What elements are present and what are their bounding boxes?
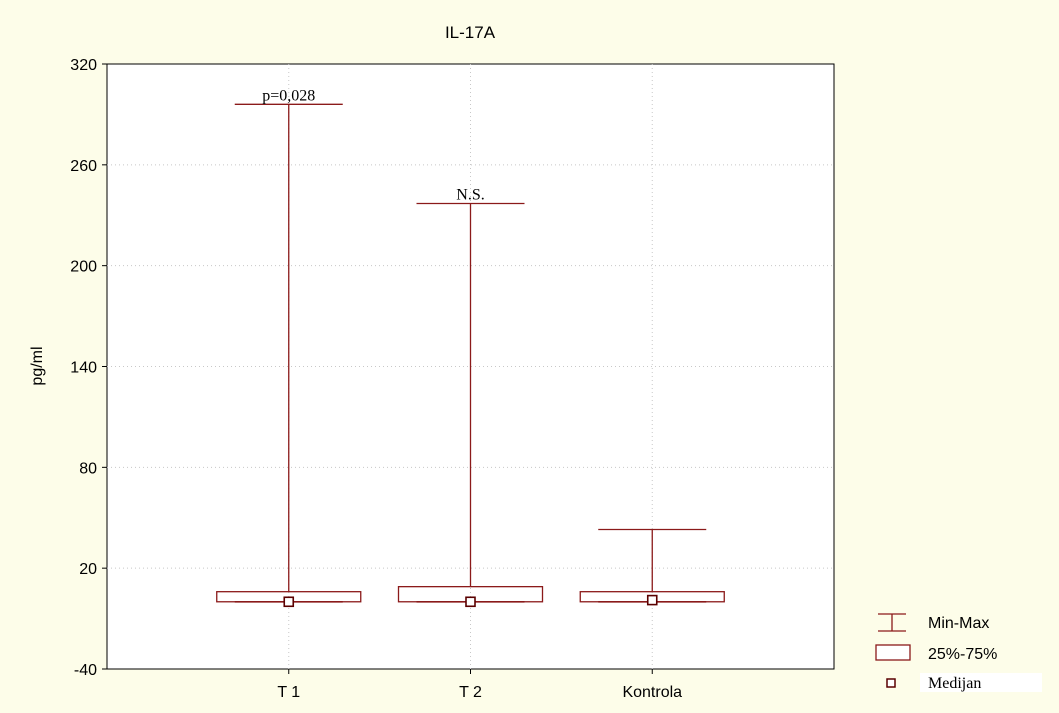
y-axis-label: pg/ml bbox=[29, 346, 46, 385]
box-annotation: p=0,028 bbox=[262, 87, 315, 104]
y-tick-label: 20 bbox=[79, 561, 97, 578]
y-tick-label: 200 bbox=[70, 259, 97, 276]
x-axis-ticks: T 1 T 2 Kontrola bbox=[277, 669, 682, 701]
legend-box-symbol bbox=[875, 644, 911, 661]
legend-minmax-symbol bbox=[878, 613, 906, 632]
median-marker bbox=[283, 596, 295, 608]
legend-median-symbol bbox=[886, 678, 896, 688]
y-tick-label: -40 bbox=[74, 662, 97, 679]
box-t-2: N.S. bbox=[397, 186, 544, 608]
y-tick-label: 80 bbox=[79, 460, 97, 477]
legend-minmax-label: Min-Max bbox=[928, 615, 989, 632]
box-t-1: p=0,028 bbox=[216, 87, 362, 608]
chart-title: IL-17A bbox=[445, 23, 496, 42]
legend-median-label: Medijan bbox=[928, 675, 981, 692]
x-tick-label: Kontrola bbox=[622, 684, 682, 701]
legend-median-label-bg bbox=[920, 673, 1042, 692]
median-marker bbox=[646, 594, 658, 606]
legend: Min-Max 25%-75% Medijan bbox=[875, 613, 1042, 692]
legend-box-label: 25%-75% bbox=[928, 646, 997, 663]
box-annotation: N.S. bbox=[456, 186, 484, 203]
y-axis-ticks: -40 20 80 140 200 260 320 bbox=[70, 57, 107, 679]
x-tick-label: T 2 bbox=[459, 684, 482, 701]
median-marker bbox=[465, 596, 476, 608]
box-kontrola bbox=[579, 528, 725, 606]
x-tick-label: T 1 bbox=[277, 684, 300, 701]
y-tick-label: 260 bbox=[70, 158, 97, 175]
box-series: p=0,028 N.S. bbox=[216, 87, 725, 608]
y-tick-label: 140 bbox=[70, 360, 97, 377]
y-tick-label: 320 bbox=[70, 57, 97, 74]
